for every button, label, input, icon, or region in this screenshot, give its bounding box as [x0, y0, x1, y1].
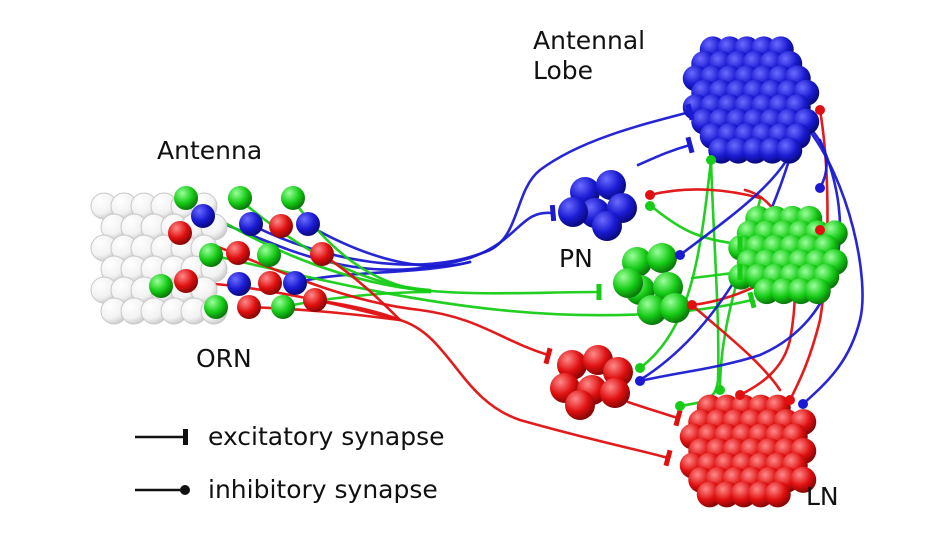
blue-glomerulus: [682, 36, 820, 164]
orn-cell-green: [281, 186, 305, 210]
ln-label: LN: [806, 482, 839, 511]
excitatory-terminal: [663, 449, 673, 467]
excitatory-terminal: [596, 284, 602, 300]
inhibitory-terminal: [815, 225, 825, 235]
neuron-clusters: [550, 36, 848, 508]
axon-red-path: [184, 280, 670, 460]
orn-cell-green: [271, 295, 295, 319]
pn-green-cell: [637, 295, 667, 325]
pn-blue-cluster: [558, 170, 637, 241]
orn-cell-blue: [191, 204, 215, 228]
pn-blue-cell: [592, 211, 622, 241]
inhibitory-terminal: [675, 250, 685, 260]
orn-cell-red: [303, 288, 327, 312]
orn-cell-red: [310, 242, 334, 266]
axon-green-path: [281, 290, 432, 309]
pn-red-cluster: [550, 345, 633, 420]
pn-blue-cell: [558, 197, 588, 227]
red-glomerulus: [679, 394, 817, 508]
orn-cell-blue: [239, 212, 263, 236]
synapse-terminals: [543, 103, 825, 467]
orn-label: ORN: [196, 344, 252, 373]
orn-cell-red: [174, 269, 198, 293]
axon-red-path: [648, 188, 762, 200]
orn-cell-blue: [296, 212, 320, 236]
excitatory-terminal: [747, 291, 757, 309]
orn-cell-green: [199, 243, 223, 267]
pn-green-cell: [613, 268, 643, 298]
axon-blue-path: [801, 123, 864, 406]
orn-cell-red: [226, 241, 250, 265]
orn-cell-red: [258, 271, 282, 295]
orn-cell-red: [269, 214, 293, 238]
pn-label: PN: [559, 244, 593, 273]
inhibitory-terminal: [715, 385, 725, 395]
orn-cell-green: [174, 186, 198, 210]
blue-glomerulus-cell: [776, 137, 803, 164]
orn-cell-green: [257, 243, 281, 267]
pn-green-cell: [660, 293, 690, 323]
excitatory-terminal: [737, 236, 743, 252]
antennal-lobe-label-line2: Lobe: [533, 56, 594, 85]
antennal-lobe-label-line1: Antennal: [533, 26, 646, 55]
excitatory-terminal: [673, 409, 683, 427]
axon-blue-path: [808, 126, 828, 190]
axon-red-path: [738, 188, 797, 397]
axon-green-path: [638, 158, 713, 370]
pn-red-cell: [557, 350, 587, 380]
orn-cell-green: [149, 274, 173, 298]
pn-green-cluster: [613, 243, 690, 325]
pn-blue-cell: [596, 170, 626, 200]
inhibitory-terminal: [635, 363, 645, 373]
inhibitory-terminal: [645, 201, 655, 211]
pn-red-cell: [565, 390, 595, 420]
orn-cell-red: [237, 295, 261, 319]
axon-red-path: [690, 303, 782, 392]
axon-green-path: [648, 203, 742, 246]
pn-green-cell: [647, 243, 677, 273]
orn-cell-green: [204, 295, 228, 319]
inhibitory-terminal: [735, 390, 745, 400]
excitatory-terminal: [549, 204, 557, 222]
antennal-lobe-label: Antennal Lobe: [533, 26, 645, 86]
inhibitory-terminal: [645, 190, 655, 200]
orn-cells: [149, 186, 334, 319]
inhibitory-terminal: [687, 300, 697, 310]
legend-inhibitory-icon: [180, 485, 190, 495]
green-glomerulus-cell: [804, 278, 831, 305]
inhibitory-terminal: [635, 376, 645, 386]
orn-cell-blue: [227, 272, 251, 296]
orn-cell-green: [228, 186, 252, 210]
legend-inhibitory-label: inhibitory synapse: [208, 475, 438, 504]
inhibitory-terminal: [815, 183, 825, 193]
pn-red-cell: [600, 378, 630, 408]
axon-red-path: [320, 252, 402, 322]
inhibitory-terminal: [798, 399, 808, 409]
excitatory-terminal: [543, 347, 553, 365]
inhibitory-terminal: [815, 105, 825, 115]
excitatory-terminal: [685, 103, 695, 121]
inhibitory-terminal: [675, 401, 685, 411]
legend-excitatory-icon: [183, 429, 188, 445]
orn-cell-blue: [283, 271, 307, 295]
inhibitory-terminal: [785, 395, 795, 405]
axon-red-path: [626, 400, 680, 420]
excitatory-terminal: [737, 264, 743, 280]
antenna-label: Antenna: [157, 136, 263, 165]
excitatory-terminal: [685, 136, 695, 154]
legend-excitatory-label: excitatory synapse: [208, 422, 445, 451]
legend: [135, 429, 190, 495]
axon-blue-path: [636, 143, 692, 167]
red-glomerulus-cell: [790, 466, 817, 493]
axon-blue-path: [638, 138, 842, 383]
inhibitory-terminal: [706, 155, 716, 165]
orn-cell-red: [168, 221, 192, 245]
red-glomerulus-cell: [764, 481, 791, 508]
green-glomerulus: [728, 205, 848, 305]
